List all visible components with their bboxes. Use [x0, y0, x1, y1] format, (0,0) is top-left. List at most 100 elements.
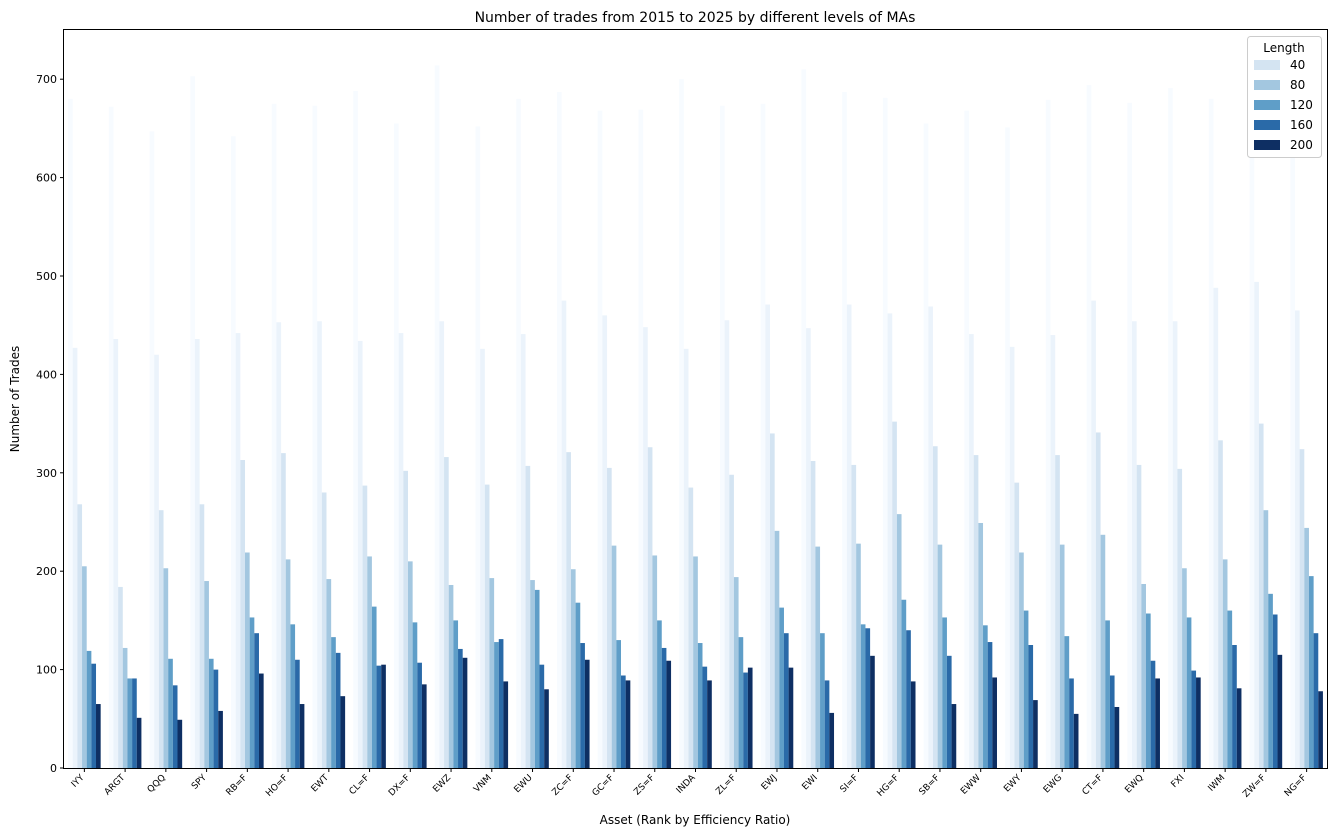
bar [1218, 440, 1223, 768]
bar [625, 680, 631, 768]
y-tick-label: 200 [36, 565, 57, 578]
bar [602, 315, 608, 768]
bar [127, 678, 133, 768]
bar [398, 333, 404, 768]
bar [254, 633, 259, 768]
bar [743, 672, 748, 768]
bar [453, 620, 459, 768]
bar [108, 106, 114, 768]
bar [1177, 468, 1183, 768]
bar [163, 568, 169, 768]
bar [68, 98, 73, 768]
legend-swatch [1254, 100, 1280, 110]
bar [158, 510, 164, 768]
bar [462, 657, 468, 768]
bar [421, 684, 427, 768]
bar [770, 433, 775, 768]
bar [1268, 593, 1273, 768]
bar [1028, 645, 1034, 768]
bar [1136, 464, 1142, 768]
bar [611, 545, 617, 768]
bar [136, 717, 142, 768]
bar [194, 338, 200, 768]
bar [580, 643, 585, 768]
bar [1304, 527, 1309, 768]
bar [892, 421, 897, 768]
bar [801, 69, 807, 769]
bar [240, 460, 246, 768]
y-tick-label: 300 [36, 467, 57, 480]
bar [1132, 321, 1137, 768]
bar [340, 696, 346, 768]
bar [371, 606, 377, 768]
bar [1232, 645, 1237, 768]
bar [729, 474, 734, 768]
bar [964, 110, 970, 768]
bar [882, 97, 888, 768]
bar [1313, 633, 1319, 768]
x-axis-label: Asset (Rank by Efficiency Ratio) [600, 813, 791, 827]
bar [439, 321, 445, 768]
bar [235, 333, 241, 768]
bar [1290, 156, 1295, 768]
bar [1033, 700, 1038, 768]
bar [693, 556, 698, 768]
bar [765, 304, 770, 768]
bar [326, 579, 332, 768]
bar [647, 447, 653, 768]
bar [1168, 88, 1173, 768]
bar [72, 347, 78, 768]
bar [1023, 610, 1029, 768]
legend-swatch [1254, 80, 1280, 90]
bar [357, 340, 363, 768]
bar [1105, 620, 1110, 768]
bar [973, 455, 979, 768]
bar [381, 664, 386, 768]
bar [556, 91, 562, 769]
y-tick-label: 0 [50, 762, 57, 775]
bar [353, 91, 358, 768]
bar [335, 652, 341, 768]
bar [245, 552, 250, 768]
bar [96, 704, 101, 768]
bar [652, 555, 658, 768]
bar [829, 712, 835, 768]
bar [1109, 675, 1115, 768]
bar [77, 504, 83, 768]
bar [657, 620, 662, 768]
bar [1222, 559, 1228, 768]
bar [702, 666, 708, 768]
bar [607, 467, 612, 768]
bar [901, 599, 907, 768]
bar [788, 667, 794, 768]
bar [290, 624, 296, 768]
bar [331, 637, 336, 768]
legend-label: 200 [1290, 138, 1313, 152]
bar [258, 673, 264, 768]
bar [719, 105, 725, 768]
bar [312, 105, 318, 768]
bar [539, 664, 545, 768]
bar [987, 642, 993, 768]
bar [810, 460, 816, 768]
bar [213, 669, 219, 768]
bar [480, 348, 485, 768]
y-tick-label: 700 [36, 73, 57, 86]
bar [570, 569, 576, 768]
bar [983, 625, 988, 768]
y-axis: 0 100 200 300 400 500 600 700 [36, 73, 64, 775]
bar [806, 328, 811, 768]
bar [534, 589, 540, 768]
bar [707, 680, 712, 768]
bar [91, 663, 97, 768]
bar [688, 487, 694, 768]
bar [760, 103, 766, 769]
bar [1045, 99, 1051, 769]
legend-swatch [1254, 140, 1280, 150]
bar [231, 136, 236, 768]
chart-title: Number of trades from 2015 to 2025 by di… [475, 10, 916, 26]
bar [616, 640, 621, 768]
bar [271, 103, 277, 769]
bar [575, 602, 581, 768]
bar [199, 504, 205, 768]
